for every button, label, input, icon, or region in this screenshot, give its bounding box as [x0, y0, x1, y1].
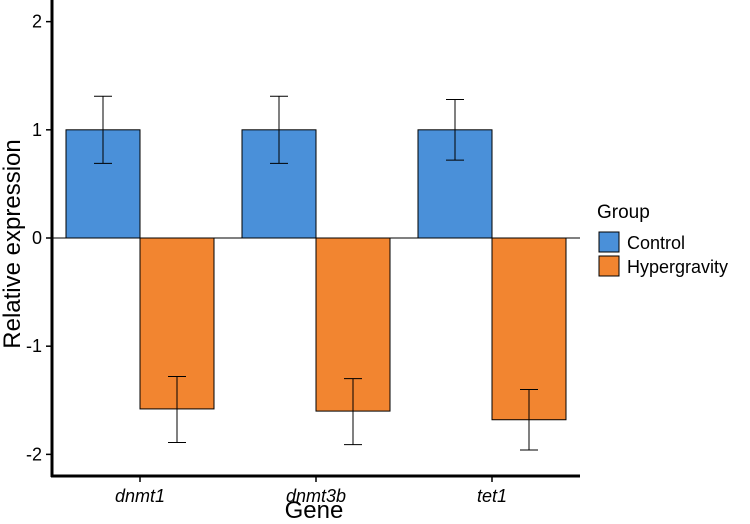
error-bar-control-dnmt1: [94, 95, 112, 164]
y-tick-label: 0: [32, 228, 42, 248]
bars-layer: [65, 129, 567, 421]
y-tick-label: -1: [26, 336, 42, 356]
error-bars-layer: [94, 95, 538, 451]
error-bar-control-tet1: [446, 99, 464, 161]
y-tick-label: 1: [32, 120, 42, 140]
x-tick-label-dnmt1: dnmt1: [115, 486, 165, 506]
legend-swatch-control: [598, 231, 620, 253]
x-axis-title: Gene: [285, 497, 344, 524]
y-tick-label: -2: [26, 444, 42, 464]
error-bar-hypergravity-tet1: [520, 388, 538, 451]
legend-items: Control Hypergravity: [598, 231, 728, 277]
error-bar-control-dnmt3b: [270, 95, 288, 164]
legend-title: Group: [597, 202, 650, 223]
y-tick-label: 2: [32, 12, 42, 32]
legend-swatch-hypergravity: [598, 255, 620, 277]
y-ticks: -2 -1 0 1 2: [26, 12, 52, 464]
error-bar-hypergravity-dnmt1: [168, 375, 186, 443]
legend-label-hypergravity: Hypergravity: [627, 257, 728, 277]
legend-label-control: Control: [627, 233, 685, 253]
x-tick-label-dnmt3b: dnmt3b: [286, 486, 346, 506]
x-ticks: dnmt1 dnmt3b tet1: [115, 476, 507, 506]
y-axis-title: Relative expression: [0, 139, 26, 348]
legend: Group Control Hypergravity: [597, 202, 728, 277]
error-bar-hypergravity-dnmt3b: [344, 378, 362, 446]
x-tick-label-tet1: tet1: [477, 486, 507, 506]
